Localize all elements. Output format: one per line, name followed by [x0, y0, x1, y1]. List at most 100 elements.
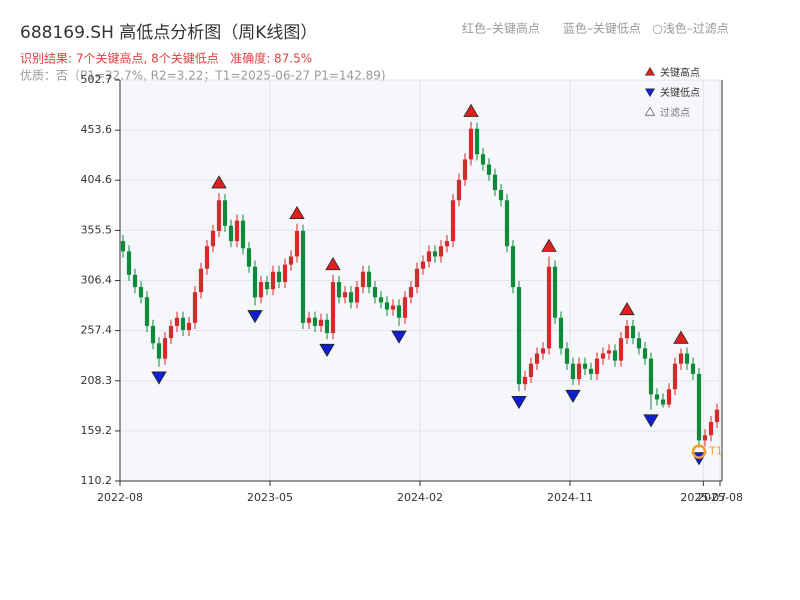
- candle-body: [600, 353, 606, 359]
- candle-body: [138, 287, 144, 298]
- x-tick-label: 2024-02: [397, 491, 443, 504]
- legend-label: 关键高点: [660, 66, 700, 79]
- candle-body: [522, 376, 528, 385]
- candle-body: [402, 297, 408, 318]
- candle-body: [372, 287, 378, 298]
- candle-body: [324, 319, 330, 334]
- candle-body: [576, 363, 582, 380]
- header-legend: 红色–关键高点 蓝色–关键低点 ○浅色–过滤点: [462, 21, 729, 36]
- candle-body: [588, 368, 594, 374]
- candle-body: [120, 241, 126, 252]
- x-tick-label: 2023-05: [247, 491, 293, 504]
- candle-body: [336, 281, 342, 298]
- candle-body: [222, 200, 228, 226]
- candle-body: [408, 287, 414, 298]
- legend-marker: [644, 106, 656, 116]
- candle-body: [648, 358, 654, 395]
- candle-body: [516, 287, 522, 385]
- candle-body: [492, 174, 498, 191]
- x-tick-label: 2025-08: [697, 491, 743, 504]
- candle-body: [198, 268, 204, 293]
- candle-body: [126, 251, 132, 275]
- candle-body: [306, 317, 312, 323]
- candle-body: [696, 373, 702, 441]
- y-tick-label: 453.6: [81, 123, 113, 136]
- plot: 110.2 159.2 208.3 257.4 306.4 355.5 404.6 453.6…: [81, 66, 743, 504]
- key-low-marker: [565, 389, 581, 403]
- candle-body: [204, 246, 210, 269]
- candle-body: [498, 190, 504, 201]
- candle-body: [426, 251, 432, 262]
- key-low-marker: [391, 330, 407, 344]
- candle-body: [468, 128, 474, 160]
- candle-body: [192, 292, 198, 323]
- candle-body: [420, 261, 426, 269]
- candle-body: [264, 281, 270, 290]
- candle-body: [150, 325, 156, 344]
- candle-body: [672, 363, 678, 390]
- candle-body: [630, 325, 636, 339]
- x-tick-label: 2024-11: [547, 491, 593, 504]
- key-low-marker: [319, 343, 335, 357]
- y-tick-label: 306.4: [81, 274, 113, 287]
- candle-body: [342, 292, 348, 298]
- candle-body: [300, 230, 306, 323]
- quality-text: 优质：否（P1=32.7%, R2=3.22；T1=2025-06-27 P1=…: [20, 69, 386, 83]
- chart-title: 688169.SH 高低点分析图（周K线图）: [20, 23, 317, 43]
- result-text: 识别结果: 7个关键高点, 8个关键低点 准确度: 87.5%: [20, 51, 312, 66]
- candle-body: [606, 350, 612, 354]
- candle-body: [234, 220, 240, 242]
- key-high-marker: [325, 257, 341, 271]
- y-tick-label: 502.7: [81, 73, 113, 86]
- candle-body: [558, 317, 564, 349]
- candle-body: [384, 302, 390, 310]
- candle-body: [450, 200, 456, 242]
- candle-body: [582, 363, 588, 369]
- key-low-marker: [247, 310, 263, 324]
- candle-body: [486, 164, 492, 175]
- candle-body: [246, 248, 252, 267]
- y-tick-label: 355.5: [81, 223, 113, 236]
- candle-body: [216, 200, 222, 231]
- candle-body: [378, 297, 384, 303]
- candle-body: [144, 297, 150, 326]
- key-high-marker: [463, 103, 479, 117]
- candle-body: [270, 271, 276, 290]
- candle-body: [666, 389, 672, 405]
- key-high-marker: [289, 205, 305, 220]
- candle-body: [540, 348, 546, 354]
- candle-body: [552, 266, 558, 318]
- candle-body: [360, 271, 366, 288]
- key-high-marker: [211, 175, 227, 189]
- candle-body: [174, 317, 180, 326]
- candle-body: [390, 305, 396, 310]
- candle-body: [702, 435, 708, 441]
- candle-body: [156, 343, 162, 359]
- candle-body: [504, 200, 510, 247]
- key-low-marker: [511, 395, 527, 410]
- legend-marker: [644, 88, 656, 98]
- candle-body: [480, 154, 486, 165]
- candle-body: [564, 348, 570, 364]
- candle-body: [168, 325, 174, 339]
- candle-body: [654, 394, 660, 400]
- y-tick-label: 257.4: [81, 324, 113, 337]
- candle-body: [294, 230, 300, 257]
- key-high-marker: [541, 238, 557, 252]
- candle-body: [186, 322, 192, 330]
- candle-body: [690, 363, 696, 374]
- candle-body: [312, 317, 318, 326]
- legend-marker: [644, 66, 656, 76]
- candle-body: [570, 363, 576, 380]
- candle-body: [252, 266, 258, 298]
- candle-body: [546, 266, 552, 349]
- candle-body: [228, 225, 234, 242]
- candle-body: [438, 246, 444, 257]
- candle-body: [474, 128, 480, 155]
- candle-body: [414, 268, 420, 288]
- candle-body: [678, 353, 684, 364]
- candle-body: [240, 220, 246, 249]
- candle-body: [714, 409, 720, 422]
